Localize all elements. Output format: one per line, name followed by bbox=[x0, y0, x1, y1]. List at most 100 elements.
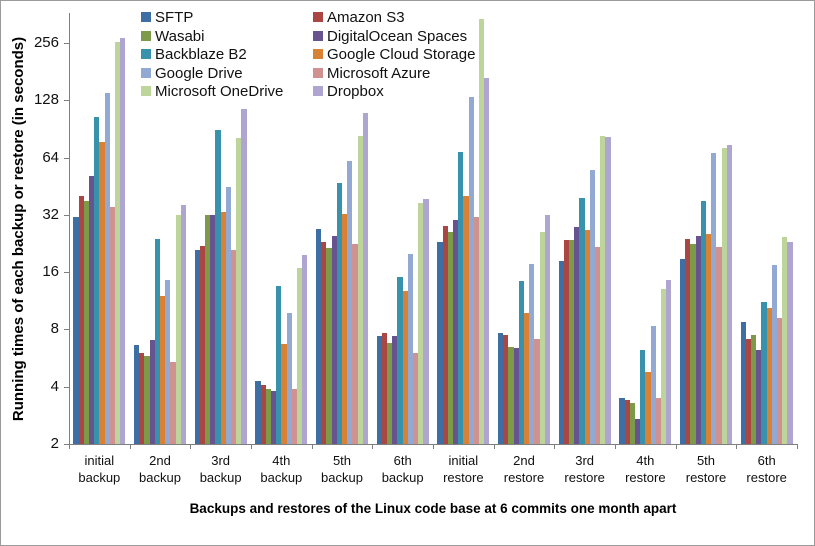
y-tick-mark bbox=[64, 157, 69, 159]
x-tick-mark bbox=[311, 445, 313, 449]
bar-dropbox bbox=[180, 205, 186, 444]
bar-microsoft-azure bbox=[716, 247, 722, 444]
bar-dropbox bbox=[362, 112, 368, 444]
bar-backblaze-b2 bbox=[154, 238, 160, 444]
x-category-label: 2nd backup bbox=[130, 452, 191, 486]
x-category-line1: 2nd bbox=[513, 453, 535, 468]
bar-wasabi bbox=[751, 334, 757, 444]
x-category-line2: backup bbox=[139, 470, 181, 485]
bar-backblaze-b2 bbox=[458, 152, 464, 444]
bar-digitalocean-spaces bbox=[270, 390, 277, 444]
legend-label: DigitalOcean Spaces bbox=[327, 27, 468, 45]
bar-microsoft-onedrive bbox=[296, 268, 303, 444]
bar-google-cloud-storage bbox=[706, 233, 712, 444]
x-category-line2: restore bbox=[746, 470, 787, 485]
bar-google-cloud-storage bbox=[160, 295, 166, 444]
legend-label: Microsoft OneDrive bbox=[155, 83, 284, 100]
bar-microsoft-azure bbox=[352, 244, 358, 444]
bar-google-drive bbox=[104, 92, 110, 444]
bar-sftp bbox=[680, 259, 686, 444]
legend-swatch-icon bbox=[313, 12, 323, 22]
bar-google-drive bbox=[771, 265, 778, 444]
bar-google-cloud-storage bbox=[402, 291, 408, 444]
y-tick-label: 2 bbox=[50, 435, 59, 452]
bar-dropbox bbox=[241, 109, 247, 444]
x-tick-mark bbox=[433, 445, 434, 449]
bar-wasabi bbox=[265, 388, 271, 444]
x-tick-mark bbox=[190, 445, 192, 449]
y-tick-mark bbox=[64, 100, 69, 102]
bar-sftp bbox=[255, 380, 261, 444]
bar-microsoft-azure bbox=[170, 361, 176, 444]
y-tick-mark bbox=[64, 329, 69, 331]
bar-wasabi bbox=[569, 240, 575, 444]
legend-label: SFTP bbox=[155, 9, 194, 26]
bar-microsoft-onedrive bbox=[114, 42, 121, 444]
bar-microsoft-onedrive bbox=[478, 19, 485, 444]
bar-google-drive bbox=[711, 152, 717, 444]
bar-sftp bbox=[134, 345, 140, 444]
x-category-line2: backup bbox=[78, 470, 121, 485]
bar-backblaze-b2 bbox=[761, 301, 767, 444]
bar-digitalocean-spaces bbox=[392, 335, 398, 444]
x-tick-mark bbox=[251, 445, 252, 449]
bar-google-cloud-storage bbox=[766, 307, 772, 444]
x-category-line2: restore bbox=[625, 470, 666, 485]
bar-amazon-s3 bbox=[381, 332, 388, 444]
bar-microsoft-onedrive bbox=[357, 136, 363, 444]
bar-backblaze-b2 bbox=[215, 130, 221, 444]
x-category-line1: 4th bbox=[636, 453, 655, 468]
bar-backblaze-b2 bbox=[640, 350, 646, 444]
bar-wasabi bbox=[144, 355, 150, 444]
bar-amazon-s3 bbox=[745, 339, 752, 444]
legend-swatch-icon bbox=[313, 49, 323, 59]
bar-digitalocean-spaces bbox=[574, 227, 580, 444]
x-category-line2: restore bbox=[685, 470, 727, 485]
x-tick-mark bbox=[129, 445, 131, 449]
bar-wasabi bbox=[690, 244, 696, 444]
bar-google-cloud-storage bbox=[342, 213, 348, 444]
bar-amazon-s3 bbox=[199, 245, 206, 444]
x-category-label: initial backup bbox=[69, 452, 130, 486]
legend-swatch-icon bbox=[141, 49, 151, 59]
x-tick-mark bbox=[554, 445, 556, 449]
bar-wasabi bbox=[205, 214, 211, 444]
bar-amazon-s3 bbox=[139, 353, 145, 444]
x-category-line2: restore bbox=[443, 470, 484, 485]
x-category-line2: backup bbox=[321, 470, 363, 485]
x-category-label: 6th restore bbox=[736, 452, 797, 486]
bar-wasabi bbox=[83, 200, 89, 444]
bar-digitalocean-spaces bbox=[695, 235, 701, 444]
bar-microsoft-azure bbox=[291, 388, 297, 444]
bar-google-drive bbox=[529, 263, 535, 444]
legend-label: Google Cloud Storage bbox=[327, 46, 476, 63]
bar-amazon-s3 bbox=[563, 240, 570, 444]
bar-microsoft-onedrive bbox=[660, 289, 667, 444]
y-tick-label: 128 bbox=[33, 91, 59, 109]
legend-label: Wasabi bbox=[155, 27, 205, 45]
y-tick-mark bbox=[64, 214, 69, 216]
bar-google-cloud-storage bbox=[645, 371, 651, 444]
x-axis-line bbox=[65, 444, 798, 445]
x-category-line1: 2nd bbox=[149, 453, 171, 468]
x-category-label: 3rd restore bbox=[554, 452, 615, 486]
bar-google-drive bbox=[165, 279, 171, 444]
bar-dropbox bbox=[484, 77, 490, 444]
legend-swatch-icon bbox=[313, 86, 323, 96]
bar-sftp bbox=[437, 242, 443, 444]
legend-label: Google Drive bbox=[155, 64, 243, 82]
bar-google-cloud-storage bbox=[220, 212, 226, 444]
x-category-label: 3rd backup bbox=[190, 452, 251, 486]
bar-sftp bbox=[316, 228, 322, 444]
bar-backblaze-b2 bbox=[700, 200, 706, 444]
x-category-line2: restore bbox=[564, 470, 605, 485]
bar-backblaze-b2 bbox=[94, 116, 100, 444]
x-category-line1: 6th bbox=[393, 453, 412, 468]
y-tick-mark bbox=[64, 444, 69, 445]
x-category-line1: initial bbox=[448, 453, 479, 468]
x-category-label: 4th restore bbox=[615, 452, 676, 486]
x-category-line1: 6th bbox=[757, 453, 776, 468]
x-category-label: 4th backup bbox=[251, 452, 312, 486]
x-category-line1: 3rd bbox=[575, 453, 595, 468]
